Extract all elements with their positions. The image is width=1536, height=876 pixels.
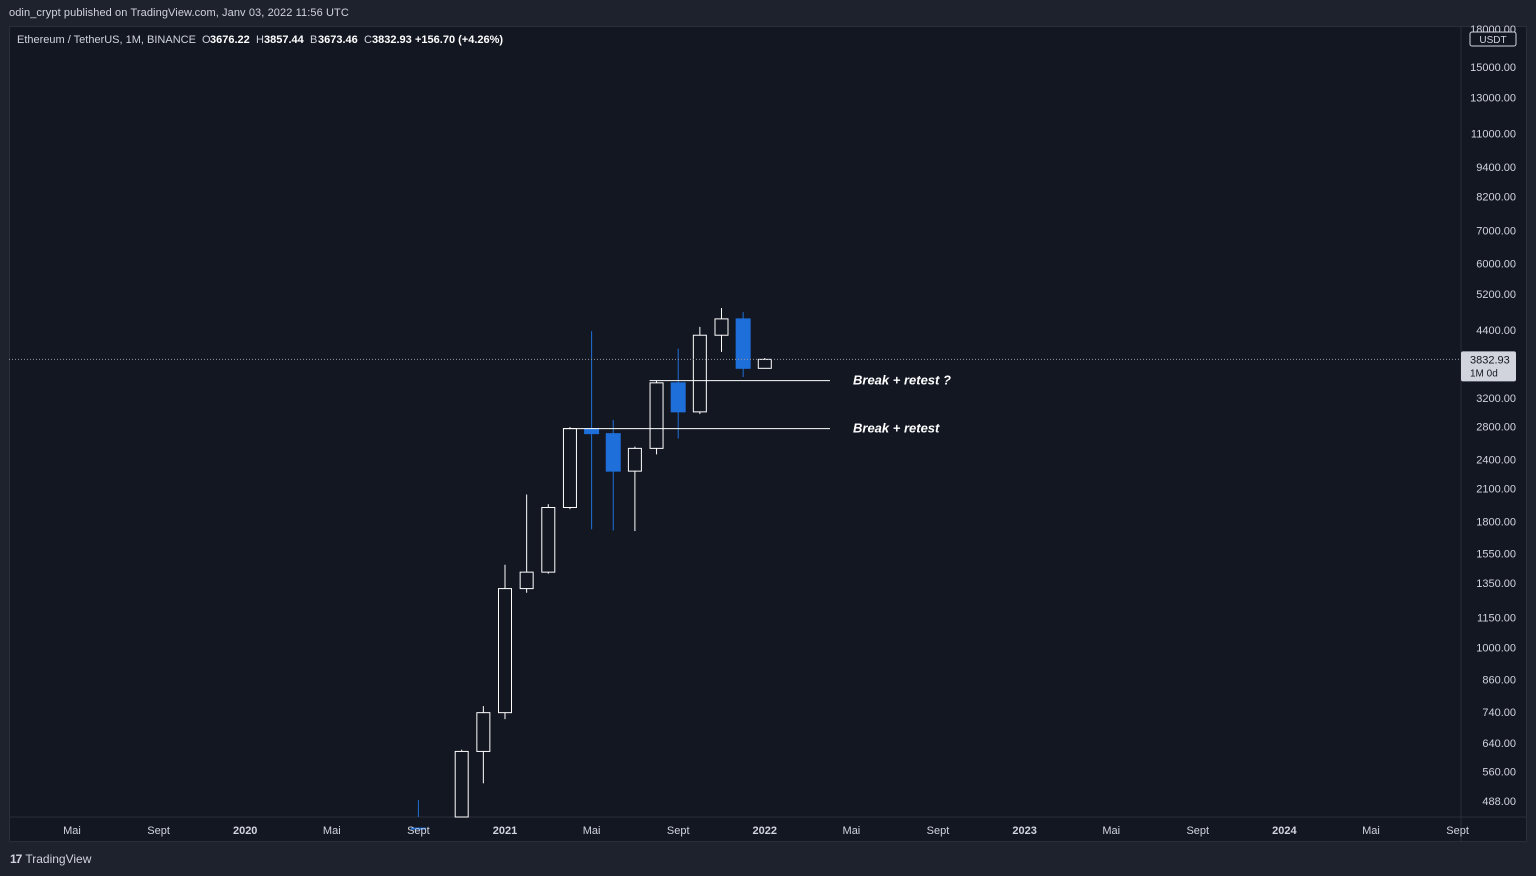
legend-change: +156.70 (+4.26%) xyxy=(415,34,503,46)
time-tick-label: Sept xyxy=(407,825,430,837)
price-tick-label: 8200.00 xyxy=(1476,191,1516,203)
price-tick-label: 1150.00 xyxy=(1477,612,1516,624)
price-tick-label: 7000.00 xyxy=(1476,225,1516,237)
price-tick-label: 1350.00 xyxy=(1476,578,1516,590)
candle-body xyxy=(410,827,426,830)
candle-body xyxy=(454,750,469,818)
time-tick-label: 2022 xyxy=(753,825,777,837)
unit-badge-label: USDT xyxy=(1479,35,1506,46)
price-tick-label: 6000.00 xyxy=(1476,258,1516,270)
time-tick-label: Sept xyxy=(147,825,170,837)
price-tick-label: 1000.00 xyxy=(1476,642,1516,654)
candle-body xyxy=(541,506,556,573)
legend-ohlc-label: C xyxy=(364,34,372,46)
candle-body xyxy=(692,334,707,413)
last-price-countdown: 1M 0d xyxy=(1470,368,1498,379)
tradingview-logo-text: TradingView xyxy=(25,852,92,866)
price-tick-label: 9400.00 xyxy=(1476,162,1516,174)
candle-body xyxy=(476,712,491,752)
time-tick-label: Sept xyxy=(1186,825,1209,837)
price-tick-label: 2800.00 xyxy=(1476,422,1516,434)
symbol-legend: Ethereum / TetherUS, 1M, BINANCE O 3676.2… xyxy=(17,34,503,46)
time-tick-label: 2023 xyxy=(1012,825,1036,837)
candle-body xyxy=(562,428,577,508)
time-tick-label: 2020 xyxy=(233,825,257,837)
price-tick-label: 11000.00 xyxy=(1471,128,1516,140)
candle-body xyxy=(498,588,512,714)
candle-body xyxy=(735,318,751,369)
time-tick-label: Sept xyxy=(1446,825,1469,837)
last-price-tag xyxy=(1461,351,1516,382)
price-tick-label: 3200.00 xyxy=(1476,393,1516,405)
publish-header: odin_crypt published on TradingView.com,… xyxy=(0,0,1536,26)
candle-body xyxy=(605,433,621,472)
legend-ohlc-value: 3673.46 xyxy=(318,34,358,46)
price-tick-label: 13000.00 xyxy=(1470,93,1516,105)
legend-symbol: Ethereum / TetherUS, 1M, BINANCE xyxy=(17,34,196,46)
time-tick-label: Mai xyxy=(63,825,81,837)
legend-ohlc-value: 3676.22 xyxy=(210,34,250,46)
tradingview-logo-icon: 17 xyxy=(10,852,22,866)
chart-frame[interactable] xyxy=(9,26,1527,842)
time-tick-label: Mai xyxy=(1102,825,1120,837)
legend-ohlc-label: O xyxy=(202,34,211,46)
legend-ohlc-label: H xyxy=(256,34,264,46)
axis-lines xyxy=(9,26,1527,842)
price-axis: 15000.00 13000.00 11000.00 9400.00 8200.00 70… xyxy=(1469,24,1517,808)
time-tick-label: 2021 xyxy=(493,825,517,837)
price-tick-label: 5200.00 xyxy=(1476,289,1516,301)
candle-body xyxy=(670,382,686,413)
price-tick-label: 860.00 xyxy=(1482,675,1516,687)
annotations-group: Break + retest ? Break + retest xyxy=(562,373,951,436)
tradingview-logo[interactable]: 17 TradingView xyxy=(10,852,91,866)
time-tick-label: Mai xyxy=(323,825,341,837)
price-tick-label: 488.00 xyxy=(1482,796,1516,808)
candle-body xyxy=(714,318,729,336)
time-tick-label: Mai xyxy=(583,825,601,837)
price-tick-label: 1800.00 xyxy=(1476,516,1516,528)
time-axis: Mai Sept 2020 Mai Sept 2021 Mai Sept 2022 Mai Sept… xyxy=(63,825,1469,837)
price-tick-label: 1550.00 xyxy=(1476,548,1516,560)
annotation-label: Break + retest xyxy=(853,421,940,436)
time-tick-label: Mai xyxy=(1362,825,1380,837)
price-tick-label: 4400.00 xyxy=(1476,325,1516,337)
candle-body xyxy=(627,447,642,472)
legend-ohlc-label: B xyxy=(310,34,317,46)
time-tick-label: Mai xyxy=(843,825,861,837)
price-tick-label: 560.00 xyxy=(1482,767,1516,779)
candle-body xyxy=(584,428,600,435)
candles-group xyxy=(410,308,772,830)
price-tick-label: 740.00 xyxy=(1482,707,1516,719)
last-price-group: 3832.93 1M 0d xyxy=(9,351,1516,382)
annotation-label: Break + retest ? xyxy=(853,373,951,388)
time-tick-label: Sept xyxy=(667,825,690,837)
time-tick-label: Sept xyxy=(927,825,950,837)
price-tick-label: 640.00 xyxy=(1482,738,1516,750)
legend-ohlc-value: 3832.93 xyxy=(372,34,412,46)
unit-badge xyxy=(1469,31,1517,47)
candle-body xyxy=(649,382,664,449)
price-tick-label: 2100.00 xyxy=(1476,483,1516,495)
candle-body xyxy=(519,571,534,590)
time-tick-label: 2024 xyxy=(1272,825,1297,837)
legend-ohlc-value: 3857.44 xyxy=(264,34,305,46)
price-tick-label: 15000.00 xyxy=(1470,62,1516,74)
price-tick-label: 2400.00 xyxy=(1476,455,1516,467)
candle-body xyxy=(757,358,772,369)
publish-info: odin_crypt published on TradingView.com,… xyxy=(9,7,349,19)
last-price-value: 3832.93 xyxy=(1470,354,1510,366)
